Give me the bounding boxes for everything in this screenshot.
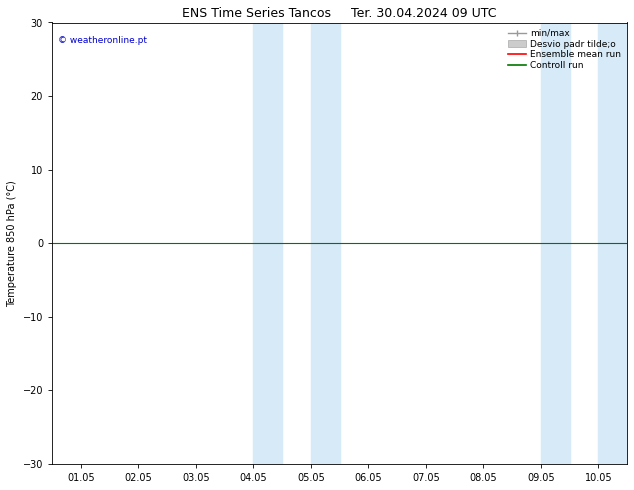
Bar bbox=[598, 23, 627, 464]
Bar bbox=[311, 23, 340, 464]
Bar bbox=[541, 23, 569, 464]
Y-axis label: Temperature 850 hPa (°C): Temperature 850 hPa (°C) bbox=[7, 180, 17, 307]
Text: © weatheronline.pt: © weatheronline.pt bbox=[58, 36, 147, 45]
Legend: min/max, Desvio padr tilde;o, Ensemble mean run, Controll run: min/max, Desvio padr tilde;o, Ensemble m… bbox=[507, 27, 623, 72]
Title: ENS Time Series Tancos     Ter. 30.04.2024 09 UTC: ENS Time Series Tancos Ter. 30.04.2024 0… bbox=[183, 7, 497, 20]
Bar bbox=[254, 23, 282, 464]
